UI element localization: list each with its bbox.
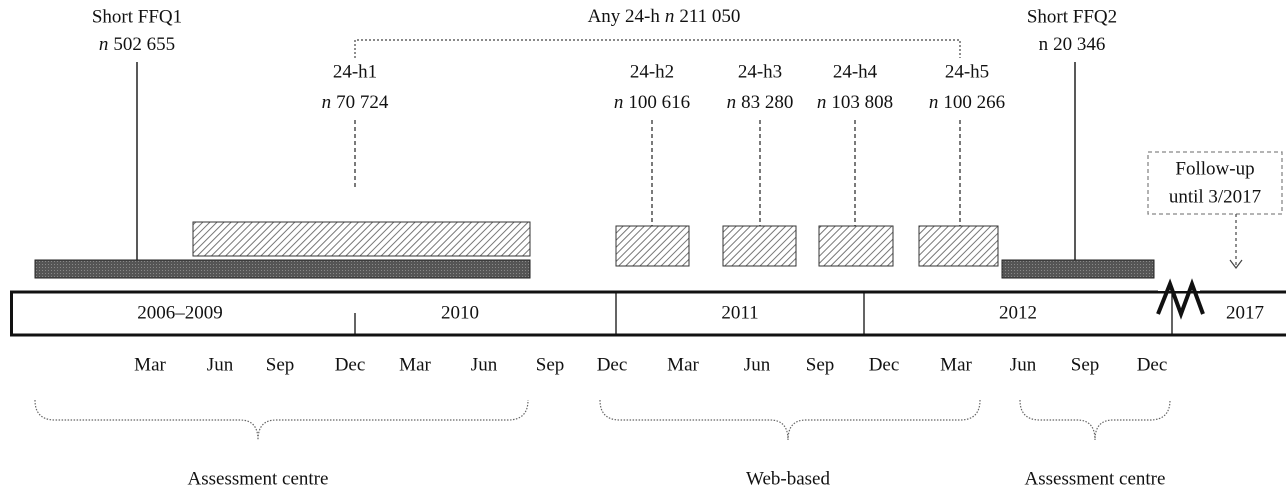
ffq-title: Short FFQ1: [92, 6, 182, 27]
month-label: Dec: [597, 354, 628, 375]
ffq-title: Short FFQ2: [1027, 6, 1117, 27]
period-label: 2017: [1226, 302, 1264, 323]
n-label: n: [727, 92, 737, 113]
phase-label: Assessment centre: [1025, 468, 1166, 489]
n-label: n: [322, 92, 332, 113]
recall-label: 24-h3: [738, 61, 782, 82]
count-label: n 20 346: [1039, 34, 1106, 55]
ffq2-bar: [1001, 259, 1155, 279]
month-label: Sep: [806, 354, 835, 375]
count: 70 724: [336, 92, 389, 113]
month-label: Dec: [1137, 354, 1168, 375]
count: 103 808: [831, 92, 893, 113]
ffq1-bar: [34, 259, 531, 279]
bars: [34, 39, 1283, 279]
month-label: Jun: [207, 354, 234, 375]
month-label: Mar: [399, 354, 431, 375]
count-label: n 502 655: [99, 34, 175, 55]
recall-bar: [192, 221, 531, 257]
n-label: n: [817, 92, 827, 113]
count: 100 616: [628, 92, 690, 113]
brace: [1019, 399, 1171, 441]
count: 20 346: [1053, 34, 1105, 55]
recall-label: 24-h5: [945, 61, 989, 82]
count: 100 266: [943, 92, 1005, 113]
month-label: Dec: [335, 354, 366, 375]
any-24h-label: Any 24-h n 211 050: [588, 6, 741, 27]
brace: [34, 399, 529, 441]
brace: [599, 399, 981, 441]
follow-up-box: [1147, 151, 1283, 215]
arrow-head: [1229, 259, 1243, 269]
count-label: n 103 808: [817, 92, 893, 113]
phase-label: Web-based: [746, 468, 830, 489]
count-label: n 70 724: [322, 92, 389, 113]
recall-bar: [818, 225, 894, 267]
recall-bar: [722, 225, 797, 267]
period-label: 2012: [999, 302, 1037, 323]
period-label: 2011: [721, 302, 758, 323]
month-label: Dec: [869, 354, 900, 375]
n-label: n: [614, 92, 624, 113]
axis: [10, 278, 1286, 337]
month-label: Jun: [1010, 354, 1037, 375]
recall-label: 24-h4: [833, 61, 878, 82]
recall-label: 24-h1: [333, 61, 377, 82]
follow-up-text: until 3/2017: [1169, 186, 1261, 207]
count: 211 050: [679, 6, 740, 27]
axis-break: [1156, 278, 1205, 320]
count-label: n 83 280: [727, 92, 794, 113]
month-label: Jun: [744, 354, 771, 375]
count: 83 280: [741, 92, 793, 113]
month-label: Sep: [1071, 354, 1100, 375]
n-label: n: [929, 92, 939, 113]
n-label: n: [99, 34, 109, 55]
month-label: Jun: [471, 354, 498, 375]
any-24h-bracket: [354, 39, 961, 58]
n-label: n: [665, 6, 675, 27]
recall-bar: [615, 225, 690, 267]
month-label: Mar: [134, 354, 166, 375]
n-label: n: [1039, 34, 1049, 55]
follow-up-text: Follow-up: [1175, 158, 1254, 179]
timeline-bar: [10, 290, 1286, 337]
count-label: n 100 616: [614, 92, 690, 113]
recall-label: 24-h2: [630, 61, 674, 82]
period-label: 2006–2009: [137, 302, 223, 323]
month-label: Mar: [940, 354, 972, 375]
month-label: Sep: [266, 354, 295, 375]
count-label: n 100 266: [929, 92, 1005, 113]
month-label: Mar: [667, 354, 699, 375]
count: 502 655: [113, 34, 175, 55]
month-label: Sep: [536, 354, 565, 375]
break-gap: [1158, 288, 1200, 291]
recall-bar: [918, 225, 999, 267]
period-label: 2010: [441, 302, 479, 323]
label: Any 24-h: [588, 6, 661, 27]
phase-label: Assessment centre: [188, 468, 329, 489]
